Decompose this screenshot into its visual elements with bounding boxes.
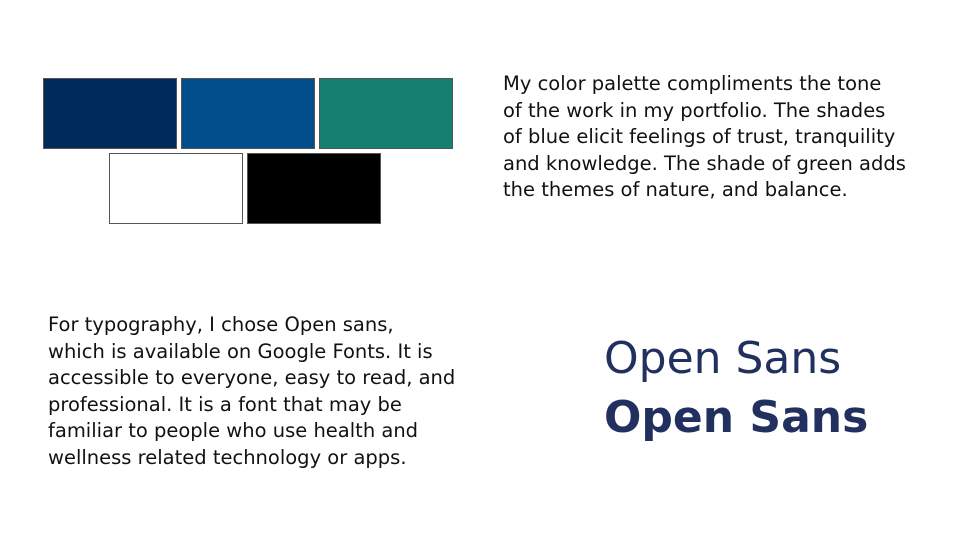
- typography-description-line: professional. It is a font that may be: [48, 392, 402, 416]
- swatch-white: [109, 153, 243, 224]
- palette-description-line: and knowledge. The shade of green adds: [503, 151, 906, 175]
- swatch-black: [247, 153, 381, 224]
- palette-description: My color palette compliments the tone of…: [503, 71, 906, 204]
- palette-description-line: My color palette compliments the tone: [503, 72, 882, 95]
- swatch-navy: [43, 78, 177, 149]
- typography-description-line: For typography, I chose Open sans,: [48, 313, 394, 336]
- palette-description-line: the themes of nature, and balance.: [503, 178, 848, 201]
- typography-description-line: accessible to everyone, easy to read, an…: [48, 366, 456, 389]
- typography-description-line: familiar to people who use health and: [48, 419, 419, 442]
- palette-description-line: of the work in my portfolio. The shades: [503, 98, 886, 122]
- typography-description: For typography, I chose Open sans, which…: [48, 312, 455, 471]
- swatch-green: [319, 78, 453, 149]
- typography-description-line: which is available on Google Fonts. It i…: [48, 339, 433, 363]
- font-sample-regular: Open Sans: [604, 333, 842, 384]
- font-sample-bold: Open Sans: [604, 392, 869, 443]
- swatch-blue: [181, 78, 315, 149]
- typography-description-line: wellness related technology or apps.: [48, 445, 407, 469]
- palette-description-line: of blue elicit feelings of trust, tranqu…: [503, 125, 896, 148]
